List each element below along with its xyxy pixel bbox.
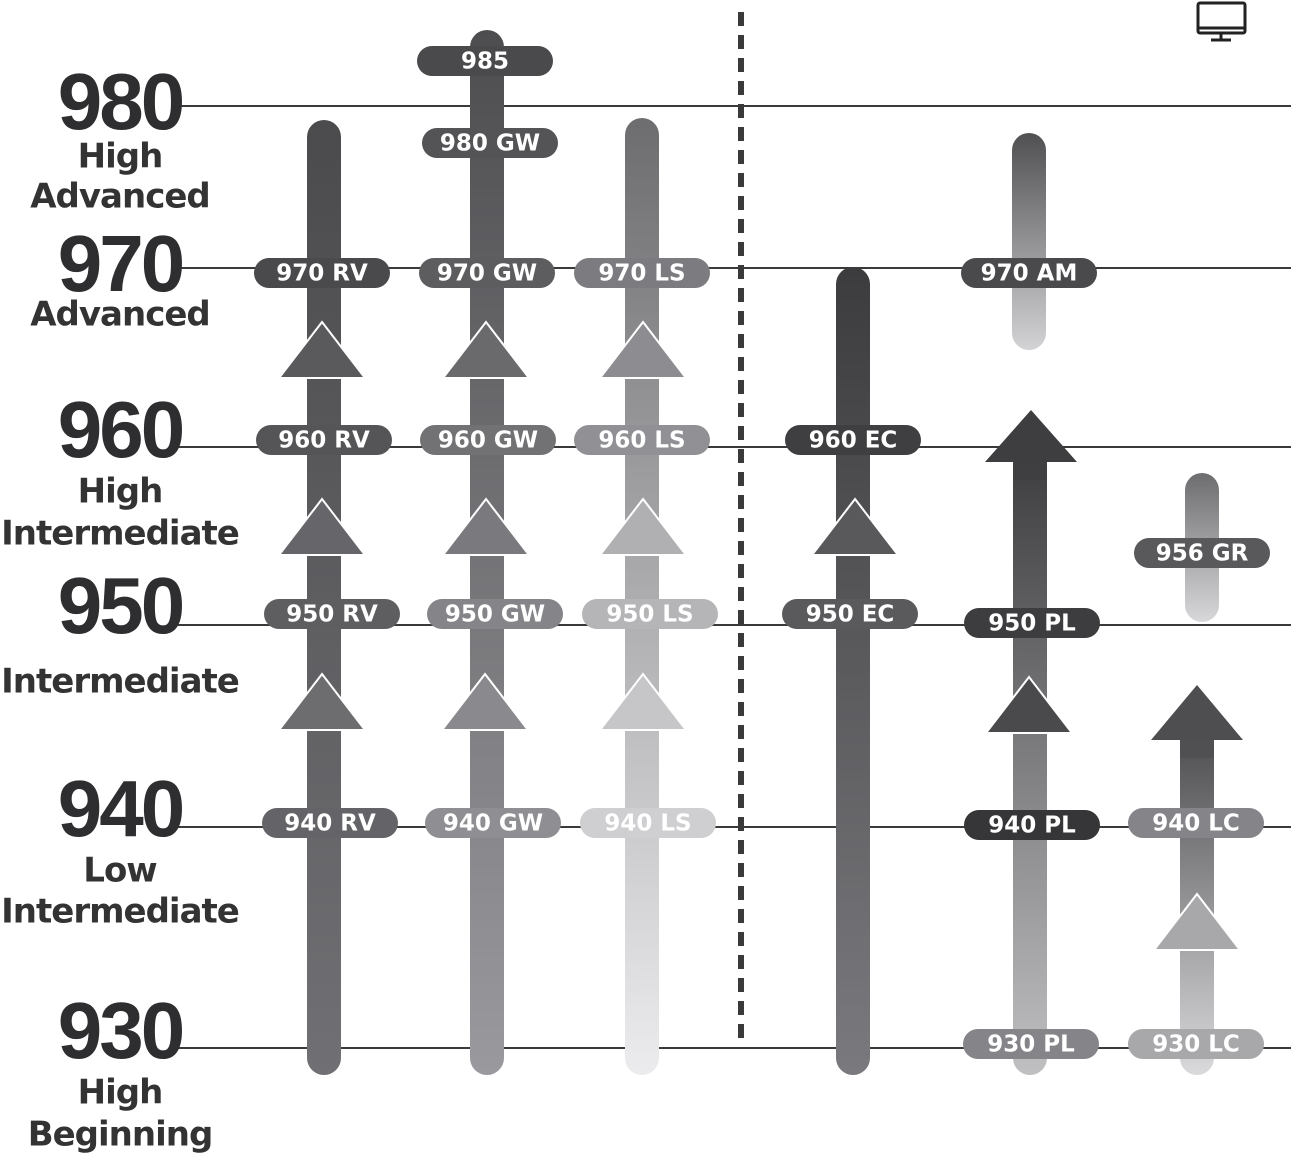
course-label: 940 PL [988,813,1076,839]
level-arrow [276,672,368,731]
course-pill [580,808,716,838]
labels: 980HighAdvanced970Advanced960HighInterme… [1,46,1270,1155]
level-name: Advanced [30,177,210,217]
course-label: 950 LS [606,602,693,628]
markers [276,320,1243,951]
level-lines [178,105,1291,1049]
level-arrow [983,675,1075,734]
level-arrow [597,320,689,379]
course-pill [782,599,918,629]
level-arrow [276,497,368,556]
level-name: Intermediate [1,892,239,932]
arrow-shaft-top [1013,460,1047,480]
level-number: 960 [58,385,183,474]
level-arrow [440,497,532,556]
course-pill [963,1029,1099,1059]
level-number: 980 [58,57,183,146]
course-label: 985 [461,49,509,75]
course-pill [574,258,710,288]
level-arrow [809,497,901,556]
course-pill [1128,808,1264,838]
course-label: 960 EC [809,428,898,454]
course-pill [254,258,390,288]
level-arrow [440,320,532,379]
course-bar [1012,133,1046,350]
level-arrow [276,320,368,379]
level-name: High [78,1073,163,1113]
course-label: 970 GW [437,261,537,287]
course-pill [256,425,392,455]
course-pill [419,258,555,288]
level-arrow [597,497,689,556]
level-name: Low [83,851,157,891]
course-label: 950 GW [445,602,545,628]
course-label: 940 RV [284,811,376,837]
course-label: 950 PL [988,611,1076,637]
arrow-shaft-top [1180,738,1214,758]
level-name: Beginning [28,1115,213,1155]
course-label: 940 LS [604,811,691,837]
course-pill [422,128,558,158]
course-label: 960 GW [438,428,538,454]
course-label: 950 RV [286,602,378,628]
course-pill [262,808,398,838]
level-arrow [597,672,689,731]
course-label: 960 LS [598,428,685,454]
level-name: Advanced [30,295,210,335]
level-name: High [78,137,163,177]
course-pill [420,425,556,455]
level-arrow [1151,892,1243,951]
course-label: 930 LC [1152,1032,1240,1058]
level-arrow [439,672,531,731]
level-number: 970 [58,219,183,308]
course-pill [1128,1029,1264,1059]
level-number: 940 [58,764,183,853]
course-pill [964,608,1100,638]
arrow-head [1151,685,1243,740]
course-label: 956 GR [1156,541,1249,567]
monitor-icon [1196,1,1247,42]
level-number: 930 [58,986,183,1075]
course-label: 940 LC [1152,811,1240,837]
course-pill [961,258,1097,288]
course-pill [427,599,563,629]
course-pill [964,810,1100,840]
course-pill [1134,538,1270,568]
level-name: Intermediate [1,662,239,702]
course-label: 970 RV [276,261,368,287]
course-label: 970 AM [981,261,1078,287]
course-label: 970 LS [598,261,685,287]
course-label: 940 GW [443,811,543,837]
course-bar [1013,462,1047,1075]
course-label: 950 EC [806,602,895,628]
course-bar [836,267,870,1075]
level-number: 950 [58,561,183,650]
course-label: 960 RV [278,428,370,454]
level-name: Intermediate [1,514,239,554]
course-pill [425,808,561,838]
course-pill [417,46,553,76]
level-name: High [78,472,163,512]
course-pill [574,425,710,455]
course-label: 980 GW [440,131,540,157]
course-pill [264,599,400,629]
course-pill [785,425,921,455]
arrow-head [985,410,1077,462]
course-pill [582,599,718,629]
course-label: 930 PL [987,1032,1075,1058]
